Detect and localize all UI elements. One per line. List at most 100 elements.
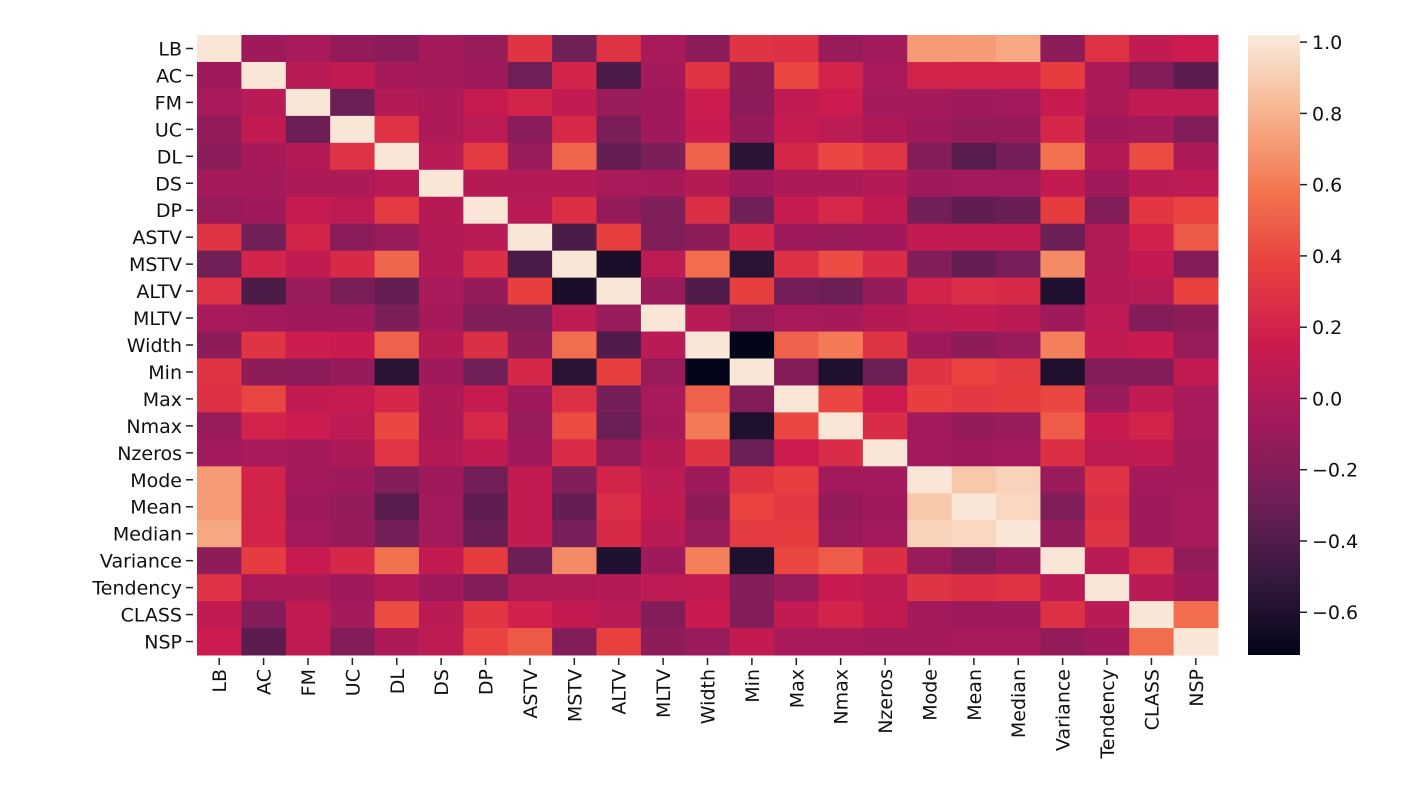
heatmap-cell-Tendency-MSTV xyxy=(552,574,598,602)
heatmap-cell-Mean-CLASS xyxy=(1129,493,1175,521)
heatmap-cell-Mode-LB xyxy=(197,466,242,494)
heatmap-cell-Width-Mode xyxy=(907,331,953,359)
heatmap-cell-ASTV-DP xyxy=(463,223,509,252)
heatmap-cell-CLASS-LB xyxy=(197,601,242,629)
heatmap-cell-LB-UC xyxy=(330,35,376,63)
heatmap-cell-MSTV-Max xyxy=(774,250,819,279)
heatmap-cell-Nmax-LB xyxy=(197,412,242,440)
colorbar-tick-label: 0.6 xyxy=(1312,175,1342,197)
heatmap-cell-Mode-AC xyxy=(241,466,287,494)
heatmap-cell-MLTV-CLASS xyxy=(1129,304,1175,333)
heatmap-cell-Median-LB xyxy=(197,520,242,548)
heatmap-cell-MLTV-DS xyxy=(418,304,464,333)
colorbar-tick-label: 0.4 xyxy=(1312,246,1342,268)
colorbar xyxy=(1248,35,1300,655)
heatmap-cell-Width-DP xyxy=(463,331,509,359)
heatmap-cell-Mode-DL xyxy=(374,466,420,494)
heatmap-cell-LB-DL xyxy=(374,35,420,63)
heatmap-cell-UC-Mean xyxy=(951,115,997,144)
heatmap-cell-UC-ASTV xyxy=(507,115,553,144)
heatmap-cell-ALTV-MSTV xyxy=(552,277,598,306)
y-tick-label: DS xyxy=(155,173,182,195)
heatmap-cell-Mean-DP xyxy=(463,493,509,521)
heatmap-cell-FM-ALTV xyxy=(596,88,642,117)
x-tick-label: DS xyxy=(431,669,453,696)
heatmap-cell-DL-FM xyxy=(285,142,331,171)
heatmap-cell-ALTV-Median xyxy=(996,277,1041,306)
heatmap-cell-DS-Max xyxy=(774,169,819,198)
heatmap-cell-Tendency-Max xyxy=(774,574,819,602)
x-tick-label: MSTV xyxy=(564,669,586,722)
heatmap-cell-MSTV-MSTV xyxy=(552,250,598,279)
heatmap-cell-Min-ALTV xyxy=(596,358,642,386)
heatmap-cell-AC-ALTV xyxy=(596,61,642,90)
heatmap-cell-Width-DL xyxy=(374,331,420,359)
heatmap-cell-Median-ASTV xyxy=(507,520,553,548)
heatmap-cell-Max-Width xyxy=(685,385,731,413)
heatmap-cell-Nzeros-MLTV xyxy=(640,439,686,467)
heatmap-cell-DL-Mode xyxy=(907,142,953,171)
heatmap-cell-FM-DL xyxy=(374,88,420,117)
x-tick-label: Nmax xyxy=(831,669,853,725)
heatmap-cell-MLTV-MSTV xyxy=(552,304,598,333)
heatmap-cell-DL-Nmax xyxy=(818,142,864,171)
y-tick-label: Median xyxy=(113,524,182,546)
x-tick-label: DL xyxy=(387,669,409,695)
heatmap-cell-DL-DS xyxy=(418,142,464,171)
y-tick-label: Mode xyxy=(130,470,182,492)
heatmap-cell-FM-FM xyxy=(285,88,331,117)
heatmap-cell-ASTV-ASTV xyxy=(507,223,553,252)
heatmap-cell-Min-DP xyxy=(463,358,509,386)
heatmap-cell-Median-ALTV xyxy=(596,520,642,548)
heatmap-cell-Median-FM xyxy=(285,520,331,548)
heatmap-cell-Min-FM xyxy=(285,358,331,386)
heatmap-cell-Width-DS xyxy=(418,331,464,359)
heatmap-cell-DP-Max xyxy=(774,196,819,225)
heatmap-cell-Max-Variance xyxy=(1040,385,1086,413)
heatmap-cell-ALTV-LB xyxy=(197,277,242,306)
heatmap-cell-DS-ALTV xyxy=(596,169,642,198)
heatmap-cell-Max-AC xyxy=(241,385,287,413)
heatmap-cell-AC-NSP xyxy=(1173,61,1219,90)
heatmap-cell-AC-CLASS xyxy=(1129,61,1175,90)
heatmap-cell-DP-DP xyxy=(463,196,509,225)
heatmap-cell-Mean-Max xyxy=(774,493,819,521)
heatmap-cell-Nzeros-ASTV xyxy=(507,439,553,467)
heatmap-cell-Nmax-ASTV xyxy=(507,412,553,440)
heatmap-cell-CLASS-DL xyxy=(374,601,420,629)
heatmap-cell-FM-Median xyxy=(996,88,1041,117)
heatmap-cell-AC-Min xyxy=(729,61,775,90)
y-tick-label: ALTV xyxy=(136,281,182,303)
heatmap-cell-Width-MLTV xyxy=(640,331,686,359)
heatmap-cell-Tendency-Mean xyxy=(951,574,997,602)
heatmap-cell-DL-Mean xyxy=(951,142,997,171)
heatmap-cell-Variance-DS xyxy=(418,547,464,575)
heatmap-cell-DS-Mode xyxy=(907,169,953,198)
heatmap-cell-DS-DP xyxy=(463,169,509,198)
heatmap-cell-AC-DP xyxy=(463,61,509,90)
heatmap-cell-DL-AC xyxy=(241,142,287,171)
heatmap-cell-Variance-UC xyxy=(330,547,376,575)
heatmap-cell-DL-Variance xyxy=(1040,142,1086,171)
heatmap-cell-Nmax-MLTV xyxy=(640,412,686,440)
heatmap-cell-CLASS-MLTV xyxy=(640,601,686,629)
x-tick-label: Max xyxy=(786,669,808,708)
heatmap-cell-Nmax-DP xyxy=(463,412,509,440)
heatmap-cell-Variance-DP xyxy=(463,547,509,575)
heatmap-cell-Min-Variance xyxy=(1040,358,1086,386)
heatmap-cell-MLTV-NSP xyxy=(1173,304,1219,333)
heatmap-cell-Mean-Mode xyxy=(907,493,953,521)
heatmap-cell-CLASS-Mean xyxy=(951,601,997,629)
heatmap-cell-CLASS-Max xyxy=(774,601,819,629)
heatmap-cell-MLTV-ALTV xyxy=(596,304,642,333)
heatmap-cell-Mode-Variance xyxy=(1040,466,1086,494)
heatmap-cell-Nzeros-Nmax xyxy=(818,439,864,467)
heatmap-cell-Variance-NSP xyxy=(1173,547,1219,575)
heatmap-cell-Min-DL xyxy=(374,358,420,386)
heatmap-cell-MLTV-Median xyxy=(996,304,1041,333)
heatmap-cell-Nzeros-Mode xyxy=(907,439,953,467)
heatmap-cell-Mode-MLTV xyxy=(640,466,686,494)
y-tick-label: FM xyxy=(155,92,182,114)
heatmap-cell-LB-Min xyxy=(729,35,775,63)
heatmap-cell-CLASS-ASTV xyxy=(507,601,553,629)
